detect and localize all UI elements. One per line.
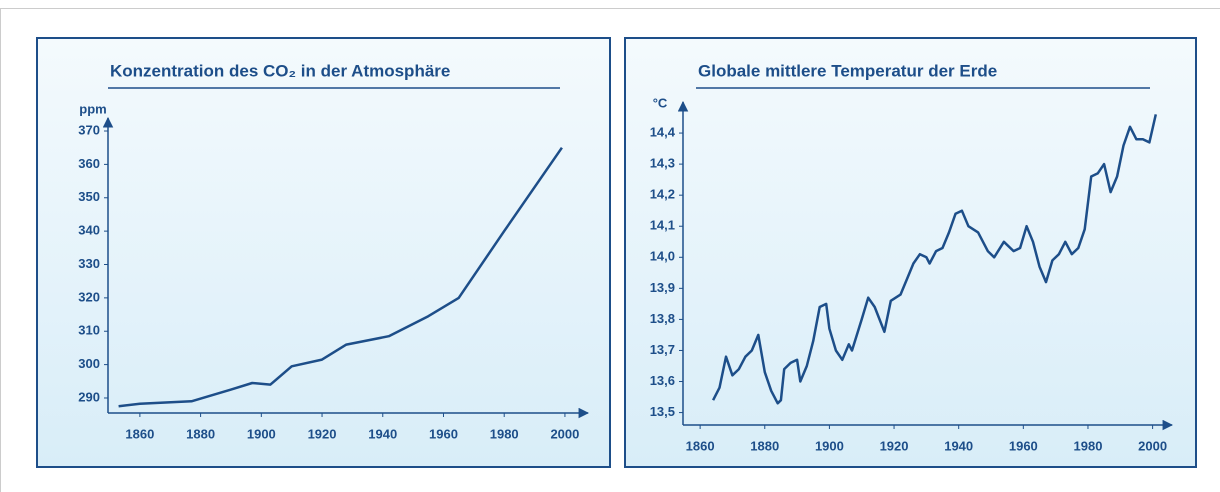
y-tick-label: 14,0 [650, 249, 675, 264]
y-axis-label: ppm [79, 101, 106, 116]
x-tick-label: 1860 [686, 438, 715, 453]
frame [0, 8, 1220, 492]
y-tick-label: 13,8 [650, 311, 675, 326]
y-tick-label: 340 [78, 223, 100, 238]
x-tick-label: 1880 [750, 438, 779, 453]
y-tick-label: 13,5 [650, 404, 675, 419]
line-series [118, 146, 563, 408]
x-tick-label: 1960 [429, 426, 458, 441]
x-tick-label: 1980 [490, 426, 519, 441]
x-tick-label: 1900 [247, 426, 276, 441]
x-tick-label: 1880 [186, 426, 215, 441]
x-tick-label: 1920 [880, 438, 909, 453]
y-tick-label: 320 [78, 289, 100, 304]
x-tick-label: 1980 [1074, 438, 1103, 453]
y-tick-label: 370 [78, 122, 100, 137]
y-tick-label: 14,2 [650, 187, 675, 202]
panel [624, 37, 1197, 468]
y-tick-label: 14,3 [650, 156, 675, 171]
x-tick-label: 1940 [368, 426, 397, 441]
y-tick-label: 360 [78, 156, 100, 171]
chart-title: Globale mittlere Temperatur der Erde [698, 61, 997, 80]
y-tick-label: 14,4 [650, 124, 676, 139]
x-tick-label: 1920 [308, 426, 337, 441]
line-series [711, 114, 1158, 405]
y-tick-label: 350 [78, 189, 100, 204]
y-tick-label: 13,7 [650, 342, 675, 357]
x-tick-label: 2000 [1138, 438, 1167, 453]
x-tick-label: 1900 [815, 438, 844, 453]
x-tick-label: 1940 [944, 438, 973, 453]
chart-title: Konzentration des CO₂ in der Atmosphäre [110, 61, 450, 80]
x-tick-label: 2000 [550, 426, 579, 441]
x-tick-label: 1860 [125, 426, 154, 441]
y-tick-label: 13,6 [650, 373, 675, 388]
y-axis-label: °C [653, 95, 668, 110]
y-tick-label: 310 [78, 323, 100, 338]
y-tick-label: 290 [78, 389, 100, 404]
y-tick-label: 14,1 [650, 218, 675, 233]
y-tick-label: 300 [78, 356, 100, 371]
x-tick-label: 1960 [1009, 438, 1038, 453]
y-tick-label: 13,9 [650, 280, 675, 295]
y-tick-label: 330 [78, 256, 100, 271]
panel [36, 37, 611, 468]
